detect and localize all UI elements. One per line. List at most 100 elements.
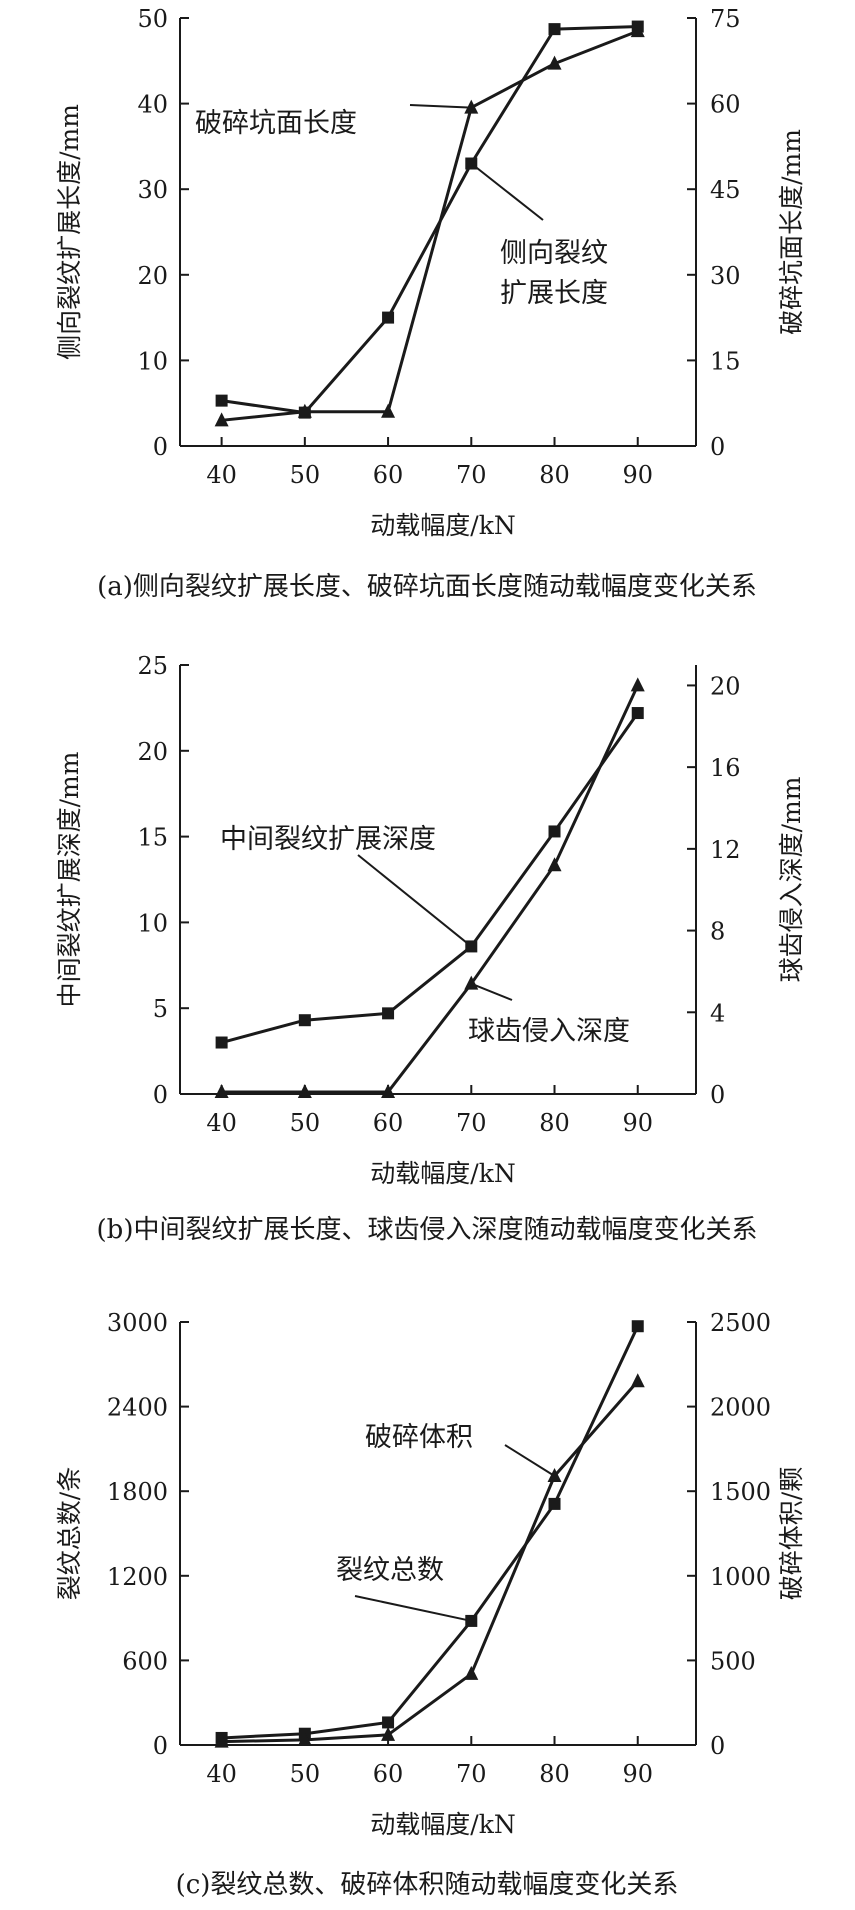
series-1 (215, 1320, 644, 1744)
left-y-tick-label: 10 (137, 909, 168, 937)
series-line (221, 25, 638, 415)
left-y-tick-label: 20 (137, 738, 168, 766)
series-line (221, 1325, 640, 1740)
left-y-tick-label: 1800 (107, 1478, 168, 1506)
right-y-tick-label: 20 (710, 672, 741, 700)
left-y-tick-label: 600 (122, 1647, 168, 1675)
series-2 (214, 23, 645, 427)
x-tick-label: 70 (456, 1109, 487, 1137)
series-line (221, 712, 639, 1044)
x-tick-label: 60 (373, 1760, 404, 1788)
annotation-leader (354, 1595, 472, 1622)
data-point-square (548, 1497, 561, 1510)
right-y-axis-title: 破碎体积/颗 (777, 1467, 806, 1600)
data-point-triangle (214, 1733, 229, 1748)
left-y-tick-label: 0 (153, 1732, 168, 1760)
chart-2: 40 50 60 70 80 90 0 5 10 15 20 25 0 4 8 12 16 20 动载幅度/kN 中间… (55, 652, 806, 1245)
data-point-triangle (214, 1083, 229, 1098)
data-point-triangle (381, 1726, 396, 1741)
data-point-square (382, 1716, 395, 1729)
x-tick-label: 60 (373, 461, 404, 489)
right-y-tick-label: 0 (710, 1081, 725, 1109)
left-y-tick-label: 30 (137, 176, 168, 204)
right-y-tick-label: 30 (710, 262, 741, 290)
right-y-tick-label: 0 (710, 1732, 725, 1760)
x-tick-label: 90 (622, 1109, 653, 1137)
right-y-tick-label: 1000 (710, 1563, 771, 1591)
right-y-tick-label: 60 (710, 91, 741, 119)
data-point-triangle (630, 677, 645, 692)
annotation-leader (409, 104, 472, 109)
annotation-leader (470, 982, 513, 1001)
data-point-square (548, 825, 561, 838)
annotation-label: 破碎体积 (365, 1422, 473, 1453)
left-y-tick-label: 1200 (107, 1563, 168, 1591)
right-y-tick-label: 1500 (710, 1478, 771, 1506)
data-point-triangle (297, 403, 312, 418)
right-y-tick-label: 2500 (710, 1309, 771, 1337)
left-y-tick-label: 50 (137, 5, 168, 33)
left-y-tick-label: 40 (137, 91, 168, 119)
annotation-label: 破碎坑面长度 (195, 108, 357, 139)
data-point-triangle (297, 1083, 312, 1098)
x-axis-title: 动载幅度/kN (370, 511, 515, 540)
right-y-tick-label: 12 (710, 836, 741, 864)
data-point-square (215, 394, 228, 407)
data-point-triangle (464, 1665, 479, 1680)
right-y-tick-label: 45 (710, 176, 741, 204)
annotation-leader (470, 162, 544, 221)
x-tick-label: 60 (373, 1109, 404, 1137)
left-y-tick-label: 3000 (107, 1309, 168, 1337)
data-point-square (631, 1320, 644, 1333)
series-2 (214, 1373, 645, 1748)
x-axis-title: 动载幅度/kN (370, 1159, 515, 1188)
left-y-axis-title: 裂纹总数/条 (55, 1467, 84, 1600)
left-y-tick-label: 0 (153, 1081, 168, 1109)
chart-3: 40 50 60 70 80 90 0 600 1200 1800 2400 3000 0 500 1000… (55, 1309, 806, 1900)
annotation-label: 球齿侵入深度 (468, 1016, 630, 1047)
figure-caption: (c)裂纹总数、破碎体积随动载幅度变化关系 (176, 1870, 679, 1900)
right-y-tick-label: 16 (710, 754, 741, 782)
annotation-leader (504, 1444, 556, 1477)
right-y-tick-label: 15 (710, 347, 741, 375)
left-y-tick-label: 5 (153, 995, 168, 1023)
left-y-tick-label: 10 (137, 347, 168, 375)
series-1 (215, 20, 644, 419)
series-line (221, 684, 640, 1094)
x-tick-label: 90 (622, 1760, 653, 1788)
x-tick-label: 80 (539, 461, 570, 489)
x-tick-label: 70 (456, 461, 487, 489)
data-point-triangle (214, 412, 229, 427)
data-point-triangle (381, 1083, 396, 1098)
figure-caption: (a)侧向裂纹扩展长度、破碎坑面长度随动载幅度变化关系 (97, 572, 757, 602)
x-tick-label: 80 (539, 1109, 570, 1137)
data-point-square (382, 311, 395, 324)
series-line (221, 29, 639, 422)
data-point-square (298, 1014, 311, 1027)
right-y-tick-label: 8 (710, 918, 725, 946)
data-point-triangle (630, 1373, 645, 1388)
annotation-label: 扩展长度 (500, 278, 608, 309)
x-tick-label: 40 (206, 461, 237, 489)
figure-caption: (b)中间裂纹扩展长度、球齿侵入深度随动载幅度变化关系 (97, 1215, 758, 1245)
left-y-tick-label: 25 (137, 652, 168, 680)
x-tick-label: 50 (290, 461, 321, 489)
annotation-label: 中间裂纹扩展深度 (220, 824, 436, 855)
x-axis-title: 动载幅度/kN (370, 1810, 515, 1839)
left-y-tick-label: 20 (137, 262, 168, 290)
annotation-leader (357, 854, 472, 948)
left-y-tick-label: 2400 (107, 1394, 168, 1422)
x-tick-label: 40 (206, 1109, 237, 1137)
x-tick-label: 40 (206, 1760, 237, 1788)
right-y-tick-label: 0 (710, 433, 725, 461)
data-point-triangle (547, 55, 562, 70)
data-point-square (215, 1036, 228, 1049)
data-point-square (631, 707, 644, 720)
right-y-tick-label: 500 (710, 1647, 756, 1675)
data-point-triangle (381, 403, 396, 418)
data-point-triangle (464, 975, 479, 990)
series-2 (214, 677, 645, 1098)
left-y-axis-title: 中间裂纹扩展深度/mm (55, 751, 84, 1007)
data-point-triangle (297, 1731, 312, 1746)
